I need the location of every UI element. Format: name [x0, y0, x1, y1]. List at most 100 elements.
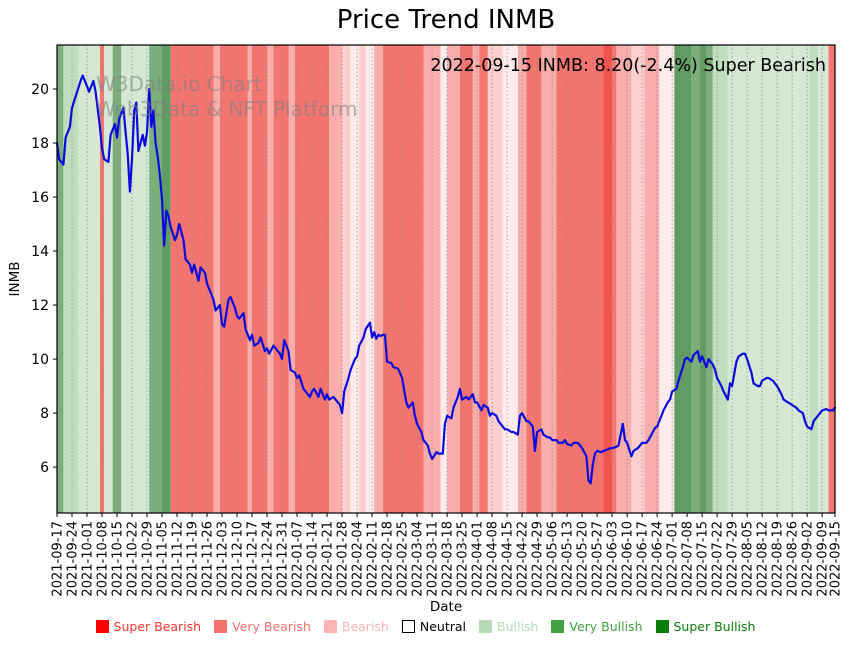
x-tick-label: 2022-04-01: [471, 521, 486, 597]
x-tick-label: 2021-11-19: [186, 521, 201, 597]
sentiment-band: [294, 45, 330, 513]
sentiment-band: [817, 45, 829, 513]
x-tick-label: 2021-12-10: [231, 521, 246, 597]
sentiment-band: [121, 45, 150, 513]
x-tick-label: 2022-07-01: [666, 521, 681, 597]
legend-item-very-bullish: Very Bullish: [551, 619, 643, 634]
x-tick-label: 2022-01-21: [321, 521, 336, 597]
sentiment-band: [459, 45, 473, 513]
sentiment-band: [440, 45, 447, 513]
x-tick-label: 2021-09-17: [51, 521, 66, 597]
sentiment-band: [616, 45, 632, 513]
sentiment-band: [213, 45, 220, 513]
sentiment-band: [288, 45, 295, 513]
x-tick-label: 2021-10-15: [111, 521, 126, 597]
sentiment-band: [247, 45, 252, 513]
sentiment-band: [423, 45, 441, 513]
y-tick-label: 8: [40, 406, 49, 422]
x-tick-label: 2021-11-26: [201, 521, 216, 597]
x-tick-label: 2022-07-22: [711, 521, 726, 597]
legend-label: Bearish: [341, 619, 389, 634]
x-tick-label: 2022-01-07: [291, 521, 306, 597]
x-tick-label: 2021-12-03: [216, 521, 231, 597]
sentiment-band: [57, 45, 64, 513]
sentiment-band: [706, 45, 713, 513]
legend-swatch: [551, 620, 565, 633]
x-axis-title: Date: [429, 599, 463, 615]
sentiment-band: [612, 45, 617, 513]
x-tick-label: 2021-10-22: [126, 521, 141, 597]
x-tick-label: 2022-03-11: [426, 521, 441, 597]
y-tick-label: 14: [31, 244, 49, 260]
sentiment-band: [526, 45, 542, 513]
x-tick-label: 2022-08-12: [756, 521, 771, 597]
x-tick-label: 2021-10-08: [96, 521, 111, 597]
sentiment-band: [517, 45, 527, 513]
x-tick-label: 2022-02-25: [396, 521, 411, 597]
legend-label: Super Bearish: [113, 619, 202, 634]
y-tick-label: 10: [31, 352, 49, 368]
sentiment-band: [631, 45, 645, 513]
legend-item-very-bearish: Very Bearish: [214, 619, 311, 634]
x-tick-label: 2022-04-29: [531, 521, 546, 597]
legend-swatch: [95, 620, 109, 633]
y-tick-label: 16: [31, 190, 49, 206]
sentiment-band: [329, 45, 343, 513]
legend-label: Very Bearish: [232, 619, 311, 634]
sentiment-band: [479, 45, 488, 513]
x-tick-label: 2021-11-05: [156, 521, 171, 597]
x-tick-label: 2022-01-28: [336, 521, 351, 597]
x-tick-label: 2022-02-11: [366, 521, 381, 597]
legend-label: Bullish: [497, 619, 539, 634]
legend-swatch: [655, 620, 669, 633]
x-tick-label: 2021-12-17: [246, 521, 261, 597]
legend-swatch: [401, 620, 415, 633]
x-tick-label: 2021-12-31: [276, 521, 291, 597]
x-tick-label: 2022-08-05: [741, 521, 756, 597]
x-tick-label: 2022-08-26: [786, 521, 801, 597]
x-tick-label: 2021-10-01: [81, 521, 96, 597]
sentiment-band: [700, 45, 707, 513]
sentiment-band: [603, 45, 613, 513]
x-tick-label: 2022-04-15: [501, 521, 516, 597]
x-tick-label: 2022-07-08: [681, 521, 696, 597]
y-tick-label: 20: [31, 82, 49, 98]
legend-item-super-bearish: Super Bearish: [95, 619, 202, 634]
x-tick-label: 2022-05-27: [591, 521, 606, 597]
x-tick-label: 2022-06-10: [621, 521, 636, 597]
x-tick-label: 2022-05-06: [546, 521, 561, 597]
x-tick-label: 2022-02-04: [351, 521, 366, 597]
legend-swatch: [323, 620, 337, 633]
sentiment-band: [342, 45, 351, 513]
sentiment-band: [691, 45, 700, 513]
x-tick-label: 2022-06-24: [651, 521, 666, 597]
legend-label: Super Bullish: [673, 619, 756, 634]
legend-swatch: [214, 620, 228, 633]
legend-label: Neutral: [419, 619, 466, 634]
sentiment-band: [447, 45, 460, 513]
legend-item-neutral: Neutral: [401, 619, 466, 634]
sentiment-band: [541, 45, 557, 513]
sentiment-band: [267, 45, 274, 513]
sentiment-band: [365, 45, 375, 513]
sentiment-band: [727, 45, 810, 513]
sentiment-band: [273, 45, 289, 513]
x-tick-label: 2021-09-24: [66, 521, 81, 597]
x-tick-label: 2022-01-14: [306, 521, 321, 597]
sentiment-band: [112, 45, 122, 513]
sentiment-band: [472, 45, 480, 513]
x-tick-label: 2022-08-19: [771, 521, 786, 597]
x-tick-label: 2022-07-29: [726, 521, 741, 597]
chart-title: Price Trend INMB: [336, 5, 556, 35]
legend-swatch: [479, 620, 492, 633]
sentiment-band: [809, 45, 818, 513]
x-tick-label: 2022-06-17: [636, 521, 651, 597]
sentiment-band: [487, 45, 503, 513]
sentiment-band: [502, 45, 518, 513]
sentiment-band: [252, 45, 267, 513]
sentiment-band: [644, 45, 660, 513]
sentiment-band: [374, 45, 383, 513]
x-tick-label: 2021-12-24: [261, 521, 276, 597]
